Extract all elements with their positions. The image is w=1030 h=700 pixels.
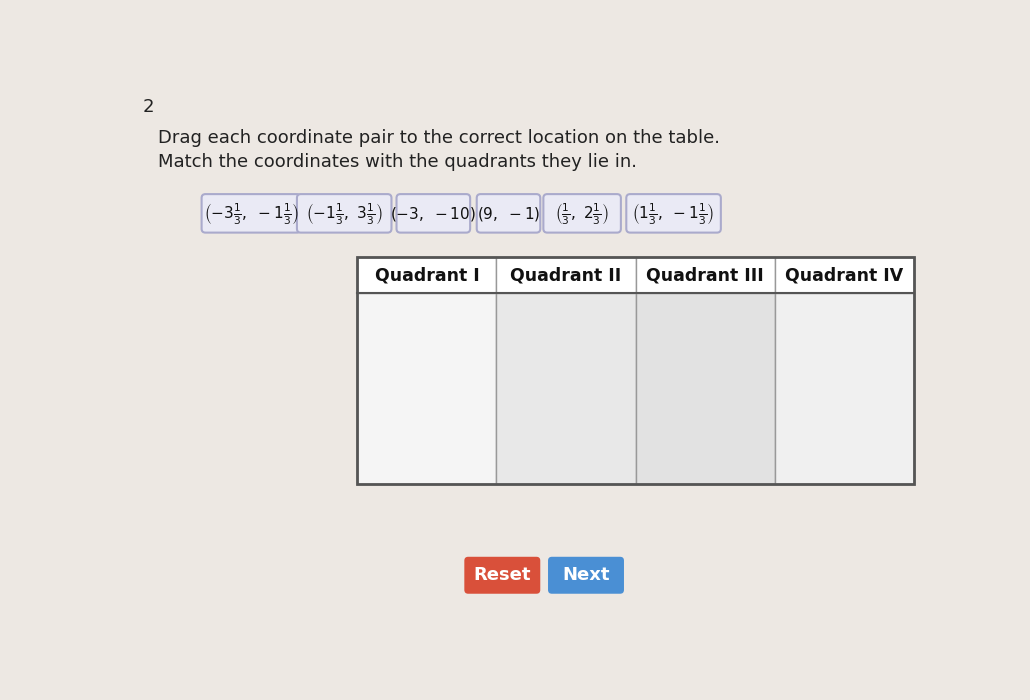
Text: Next: Next [562,566,610,584]
Text: Reset: Reset [474,566,531,584]
Text: Quadrant II: Quadrant II [511,267,622,285]
Text: Drag each coordinate pair to the correct location on the table.: Drag each coordinate pair to the correct… [159,129,720,147]
Text: Quadrant III: Quadrant III [646,267,764,285]
Text: $\left(\frac{1}{3},\ 2\frac{1}{3}\right)$: $\left(\frac{1}{3},\ 2\frac{1}{3}\right)… [555,201,609,227]
Text: $(9,\ -1)$: $(9,\ -1)$ [477,205,540,223]
FancyBboxPatch shape [202,194,301,232]
Bar [357,258,914,484]
Bar [496,258,636,293]
Bar [357,293,496,484]
Bar [636,293,775,484]
FancyBboxPatch shape [465,556,541,594]
Bar [357,258,496,293]
Text: $\left(-1\frac{1}{3},\ 3\frac{1}{3}\right)$: $\left(-1\frac{1}{3},\ 3\frac{1}{3}\righ… [306,201,382,227]
Text: 2: 2 [143,98,154,116]
Text: $\left(-3\frac{1}{3},\ -1\frac{1}{3}\right)$: $\left(-3\frac{1}{3},\ -1\frac{1}{3}\rig… [204,201,299,227]
Bar [636,258,775,293]
Bar [775,293,914,484]
Bar [496,293,636,484]
FancyBboxPatch shape [626,194,721,232]
Text: $\left(1\frac{1}{3},\ -1\frac{1}{3}\right)$: $\left(1\frac{1}{3},\ -1\frac{1}{3}\righ… [632,201,715,227]
FancyBboxPatch shape [544,194,621,232]
FancyBboxPatch shape [397,194,470,232]
Text: $(-3,\ -10)$: $(-3,\ -10)$ [390,205,476,223]
Text: Match the coordinates with the quadrants they lie in.: Match the coordinates with the quadrants… [159,153,638,172]
Text: Quadrant I: Quadrant I [375,267,479,285]
FancyBboxPatch shape [297,194,391,232]
FancyBboxPatch shape [548,556,624,594]
Text: Quadrant IV: Quadrant IV [785,267,903,285]
FancyBboxPatch shape [477,194,541,232]
Bar [775,258,914,293]
